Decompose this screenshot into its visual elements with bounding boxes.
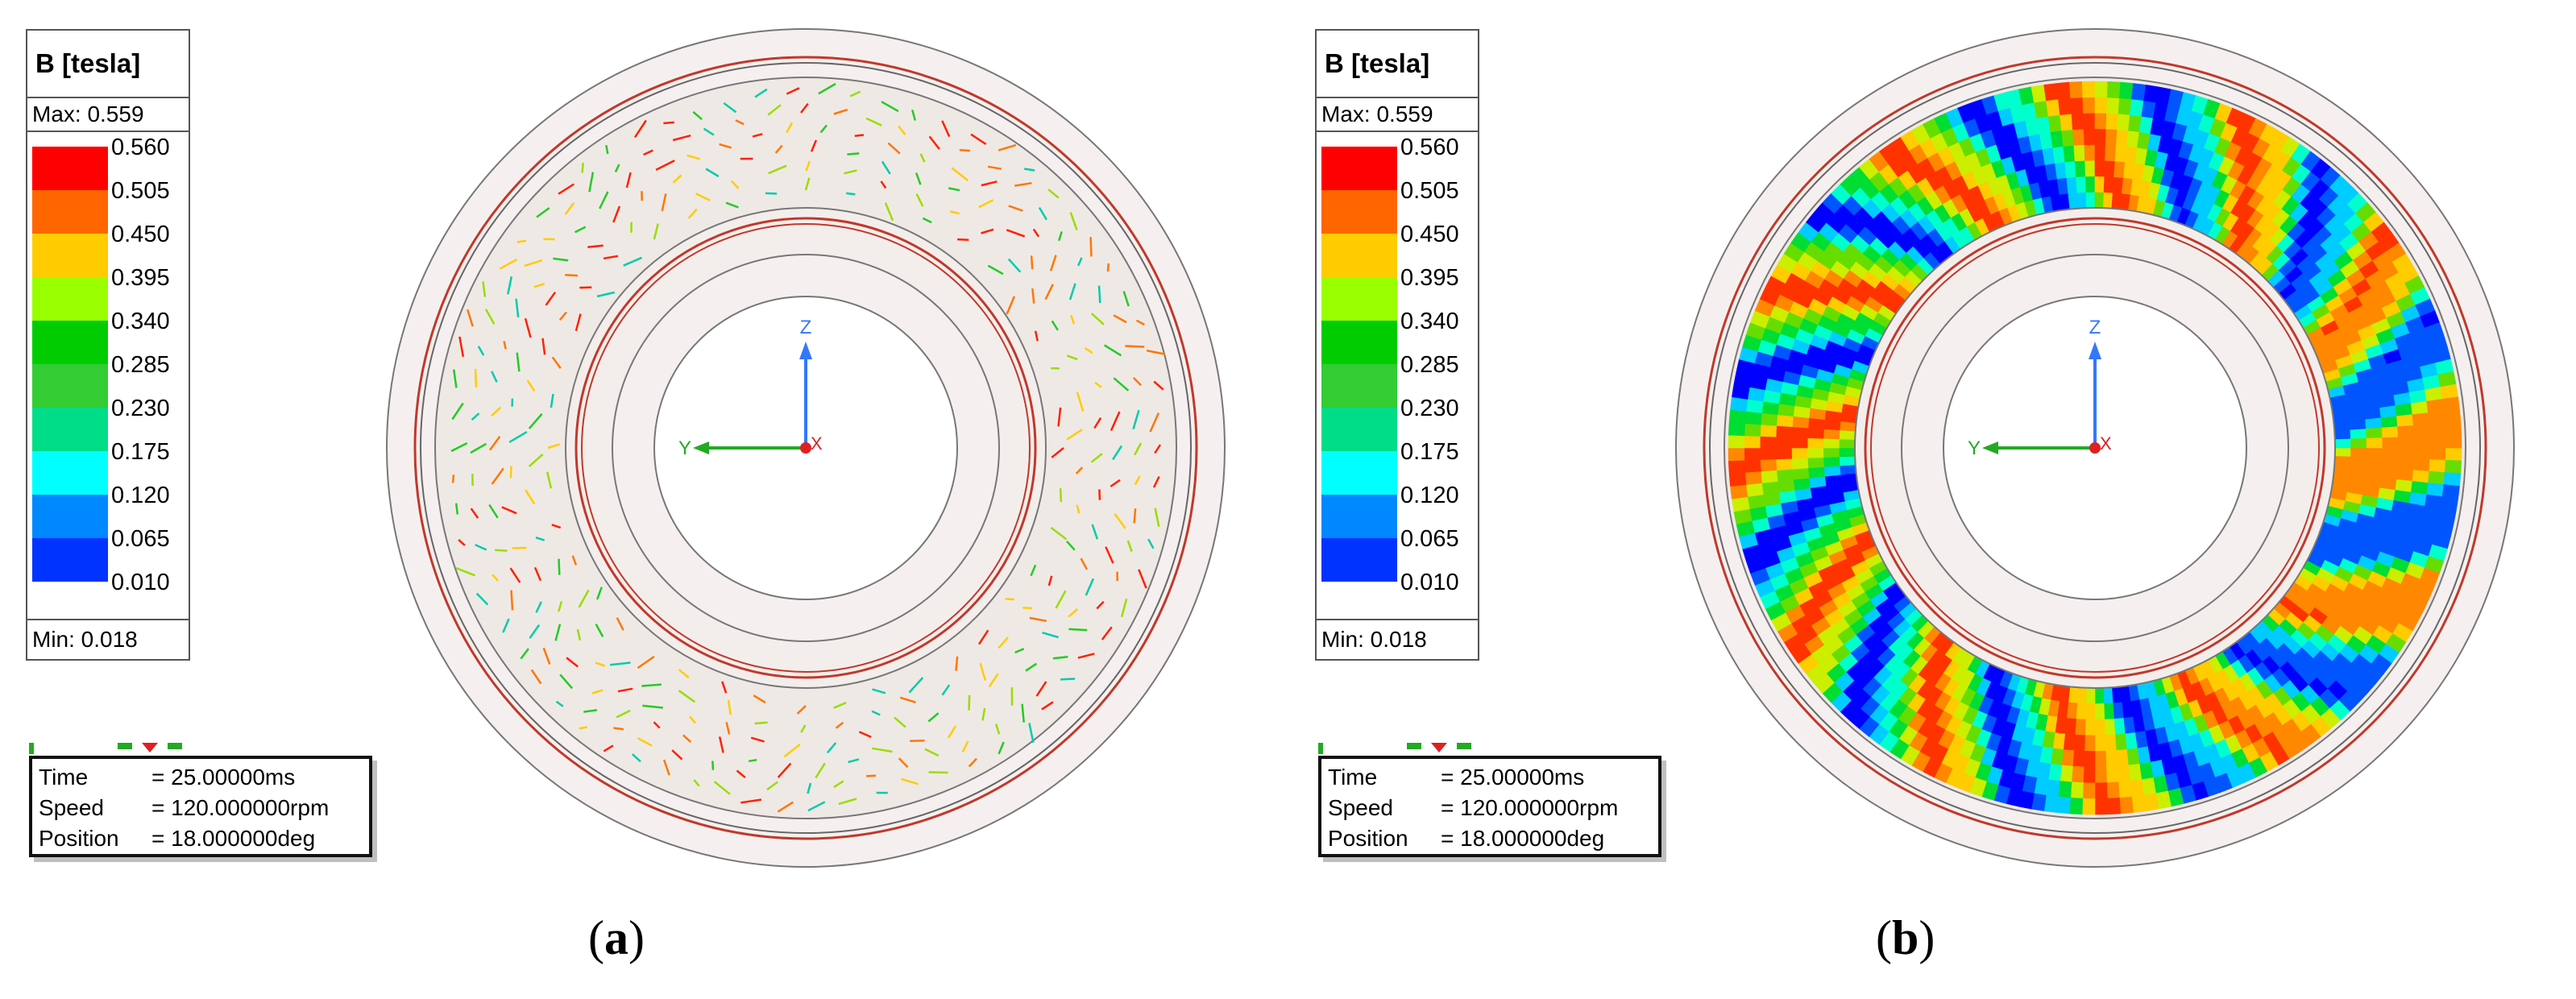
legend-tick-label: 0.010: [111, 570, 170, 595]
legend-min: Min: 0.018: [1317, 619, 1478, 659]
legend-swatch: [32, 321, 108, 364]
legend-min: Min: 0.018: [27, 619, 189, 659]
legend-marker-icon: [1318, 743, 1471, 754]
legend-swatch: [1321, 321, 1397, 364]
axis-z-label: Z: [2089, 317, 2101, 338]
axis-y-label: Y: [678, 437, 691, 459]
caption-a: (a): [588, 911, 645, 964]
legend-tick-label: 0.120: [111, 483, 170, 508]
axis-y-label: Y: [1968, 437, 1981, 459]
legend-tick-label: 0.340: [1400, 309, 1459, 334]
panel-b: Z Y X B [tesla] Max: 0.559 0.560 0.505 0.450…: [1289, 0, 2576, 999]
legend-swatch: [32, 190, 108, 234]
legend-tick-label: 0.560: [111, 135, 170, 160]
time-key: Time: [1328, 765, 1378, 790]
field-vector-plot: Z Y X: [386, 28, 1226, 868]
legend-swatch: [1321, 495, 1397, 538]
legend-swatch: [32, 408, 108, 451]
legend-tick-label: 0.560: [1400, 135, 1459, 160]
speed-key: Speed: [39, 795, 104, 820]
legend-tick-label: 0.175: [1400, 439, 1459, 465]
legend-tick-label: 0.505: [111, 178, 170, 204]
position-key: Position: [39, 826, 119, 851]
legend-swatch: [1321, 364, 1397, 408]
legend-title: B [tesla]: [27, 31, 189, 98]
simulation-info-box: Time = 25.00000ms Speed = 120.000000rpm Po…: [1318, 756, 1661, 857]
legend-tick-label: 0.450: [1400, 222, 1459, 247]
caption-b: (b): [1876, 911, 1935, 964]
position-value: = 18.000000deg: [1441, 826, 1605, 851]
legend-scale: 0.560 0.505 0.450 0.395 0.340 0.285 0.230 0.175…: [27, 134, 189, 614]
legend-swatch: [1321, 408, 1397, 451]
legend-title: B [tesla]: [1317, 31, 1478, 98]
color-legend: B [tesla] Max: 0.559 0.560 0.505 0.450 0.39…: [26, 29, 190, 661]
legend-tick-label: 0.065: [1400, 526, 1459, 552]
coordinate-axes-icon: Z Y X: [1968, 317, 2112, 459]
flux-density-contours: [1728, 81, 2462, 815]
legend-max: Max: 0.559: [1317, 98, 1478, 132]
legend-max: Max: 0.559: [27, 98, 189, 132]
legend-tick-label: 0.285: [1400, 352, 1459, 378]
legend-tick-label: 0.010: [1400, 570, 1459, 595]
speed-key: Speed: [1328, 795, 1393, 820]
legend-marker-icon: [29, 743, 182, 754]
field-contour-plot: Z Y X: [1675, 28, 2515, 868]
position-value: = 18.000000deg: [151, 826, 316, 851]
legend-swatch: [1321, 277, 1397, 321]
axis-x-label: X: [811, 433, 823, 454]
speed-value: = 120.000000rpm: [151, 795, 330, 820]
legend-tick-label: 0.340: [111, 309, 170, 334]
legend-swatch: [32, 538, 108, 582]
time-key: Time: [39, 765, 89, 790]
flux-vector-arrows: [450, 82, 1166, 813]
speed-value: = 120.000000rpm: [1441, 795, 1619, 820]
legend-swatch: [32, 234, 108, 277]
legend-swatch: [1321, 538, 1397, 582]
legend-tick-label: 0.230: [111, 396, 170, 421]
legend-tick-label: 0.505: [1400, 178, 1459, 204]
position-key: Position: [1328, 826, 1408, 851]
legend-tick-label: 0.230: [1400, 396, 1459, 421]
legend-swatch: [32, 451, 108, 495]
legend-scale: 0.560 0.505 0.450 0.395 0.340 0.285 0.230 0.175…: [1317, 134, 1478, 614]
panel-a: Z Y X B [tesla] Max: 0.559 0.560 0.505 0.450…: [26, 28, 1226, 964]
legend-swatch: [32, 495, 108, 538]
legend-tick-label: 0.285: [111, 352, 170, 378]
time-value: = 25.00000ms: [151, 765, 296, 790]
legend-swatch: [32, 364, 108, 408]
legend-tick-label: 0.395: [111, 265, 170, 291]
axis-z-label: Z: [800, 317, 812, 338]
legend-tick-label: 0.175: [111, 439, 170, 465]
legend-tick-label: 0.395: [1400, 265, 1459, 291]
legend-tick-label: 0.450: [111, 222, 170, 247]
legend-tick-label: 0.120: [1400, 483, 1459, 508]
legend-swatch: [1321, 190, 1397, 234]
legend-swatch: [32, 147, 108, 190]
color-legend: B [tesla] Max: 0.559 0.560 0.505 0.450 0.39…: [1315, 29, 1479, 661]
legend-tick-label: 0.065: [111, 526, 170, 552]
legend-swatch: [1321, 147, 1397, 190]
axis-x-label: X: [2100, 433, 2112, 454]
time-value: = 25.00000ms: [1441, 765, 1585, 790]
coordinate-axes-icon: Z Y X: [678, 317, 823, 459]
legend-swatch: [1321, 234, 1397, 277]
simulation-info-box: Time = 25.00000ms Speed = 120.000000rpm Po…: [29, 756, 372, 857]
legend-swatch: [1321, 451, 1397, 495]
legend-swatch: [32, 277, 108, 321]
